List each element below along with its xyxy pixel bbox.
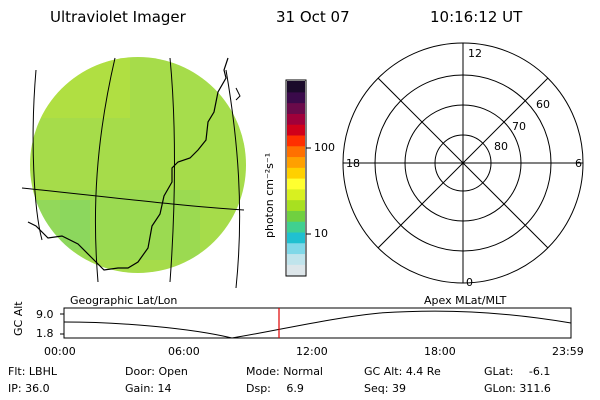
colorbar-swatch <box>287 178 305 190</box>
gc-alt-info: GC Alt: 4.4 Re <box>364 365 441 378</box>
mlt-label-18: 18 <box>346 157 360 170</box>
gain-value: 14 <box>157 382 172 395</box>
altitude-y-tick-1.8: 1.8 <box>36 327 54 340</box>
colorbar-swatch <box>287 210 305 222</box>
mode-value: Normal <box>283 365 323 378</box>
door-value: Open <box>158 365 188 378</box>
geographic-caption: Geographic Lat/Lon <box>70 294 178 307</box>
mlat-label-80: 80 <box>494 140 508 153</box>
time-label: 10:16:12 UT <box>430 8 523 26</box>
seq-value: 39 <box>391 382 406 395</box>
parallel-line <box>21 187 245 211</box>
colorbar-swatch <box>287 167 305 179</box>
date-label: 31 Oct 07 <box>276 8 350 26</box>
ip-info: IP: 36.0 <box>8 382 50 395</box>
colorbar-unit-label: photon cm⁻²s⁻¹ <box>263 152 276 238</box>
altitude-y-tick-9: 9.0 <box>36 308 54 321</box>
colorbar <box>285 79 311 277</box>
colorbar-tick-label-100: 100 <box>314 141 335 154</box>
uv-image-panel <box>21 57 246 289</box>
apex-caption: Apex MLat/MLT <box>424 294 507 307</box>
time-tick-1800: 18:00 <box>424 345 456 358</box>
gc-alt-value: 4.4 Re <box>405 365 441 378</box>
time-tick-0600: 06:00 <box>168 345 200 358</box>
colorbar-swatch <box>287 221 305 233</box>
seq-info: Seq: 39 <box>364 382 406 395</box>
colorbar-swatch <box>287 156 305 168</box>
colorbar-swatch <box>287 188 305 201</box>
coastline <box>27 57 229 271</box>
coastline-fragment <box>235 87 241 101</box>
mlat-label-70: 70 <box>512 120 526 133</box>
colorbar-swatch <box>287 231 305 244</box>
ip-value: 36.0 <box>25 382 50 395</box>
colorbar-swatch <box>287 102 305 114</box>
glon-info: GLon: 311.6 <box>484 382 551 395</box>
altitude-plot <box>60 307 572 339</box>
altitude-axis-title: GC Alt <box>12 301 25 336</box>
time-tick-2359: 23:59 <box>552 345 584 358</box>
glat-value: -6.1 <box>528 365 551 378</box>
meridian-line <box>32 69 43 241</box>
colorbar-swatch <box>287 91 305 104</box>
meridian-line <box>225 69 241 289</box>
colorbar-swatch <box>287 199 305 211</box>
colorbar-swatch <box>287 81 305 93</box>
mlt-label-0: 0 <box>466 276 473 289</box>
flt-info: Flt: LBHL <box>8 365 57 378</box>
mode-info: Mode: Normal <box>246 365 323 378</box>
colorbar-swatch <box>287 242 305 255</box>
glon-value: 311.6 <box>519 382 551 395</box>
time-tick-1200: 12:00 <box>296 345 328 358</box>
colorbar-swatch <box>287 124 305 136</box>
mlat-label-60: 60 <box>536 98 550 111</box>
polar-plot <box>342 42 584 284</box>
polar-diagonal <box>377 77 549 249</box>
colorbar-swatch <box>287 113 305 125</box>
colorbar-frame <box>285 79 307 277</box>
geo-grid-lines <box>21 57 245 289</box>
mlt-label-6: 6 <box>575 157 582 170</box>
gain-info: Gain: 14 <box>125 382 172 395</box>
colorbar-swatch <box>287 253 305 265</box>
door-info: Door: Open <box>125 365 188 378</box>
colorbar-tick-label-10: 10 <box>314 227 328 240</box>
glat-info: GLat: -6.1 <box>484 365 551 378</box>
altitude-plot-frame <box>63 307 572 339</box>
meridian-line <box>94 57 116 283</box>
dsp-info: Dsp: 6.9 <box>246 382 304 395</box>
colorbar-swatch <box>287 264 305 276</box>
flt-value: LBHL <box>28 365 57 378</box>
altitude-curve <box>63 310 572 339</box>
dsp-value: 6.9 <box>286 382 304 395</box>
colorbar-swatch <box>287 145 305 158</box>
meridian-line <box>169 57 175 283</box>
instrument-title: Ultraviolet Imager <box>50 8 186 26</box>
mlt-label-12: 12 <box>468 47 482 60</box>
colorbar-swatch <box>287 134 305 147</box>
time-tick-0000: 00:00 <box>44 345 76 358</box>
